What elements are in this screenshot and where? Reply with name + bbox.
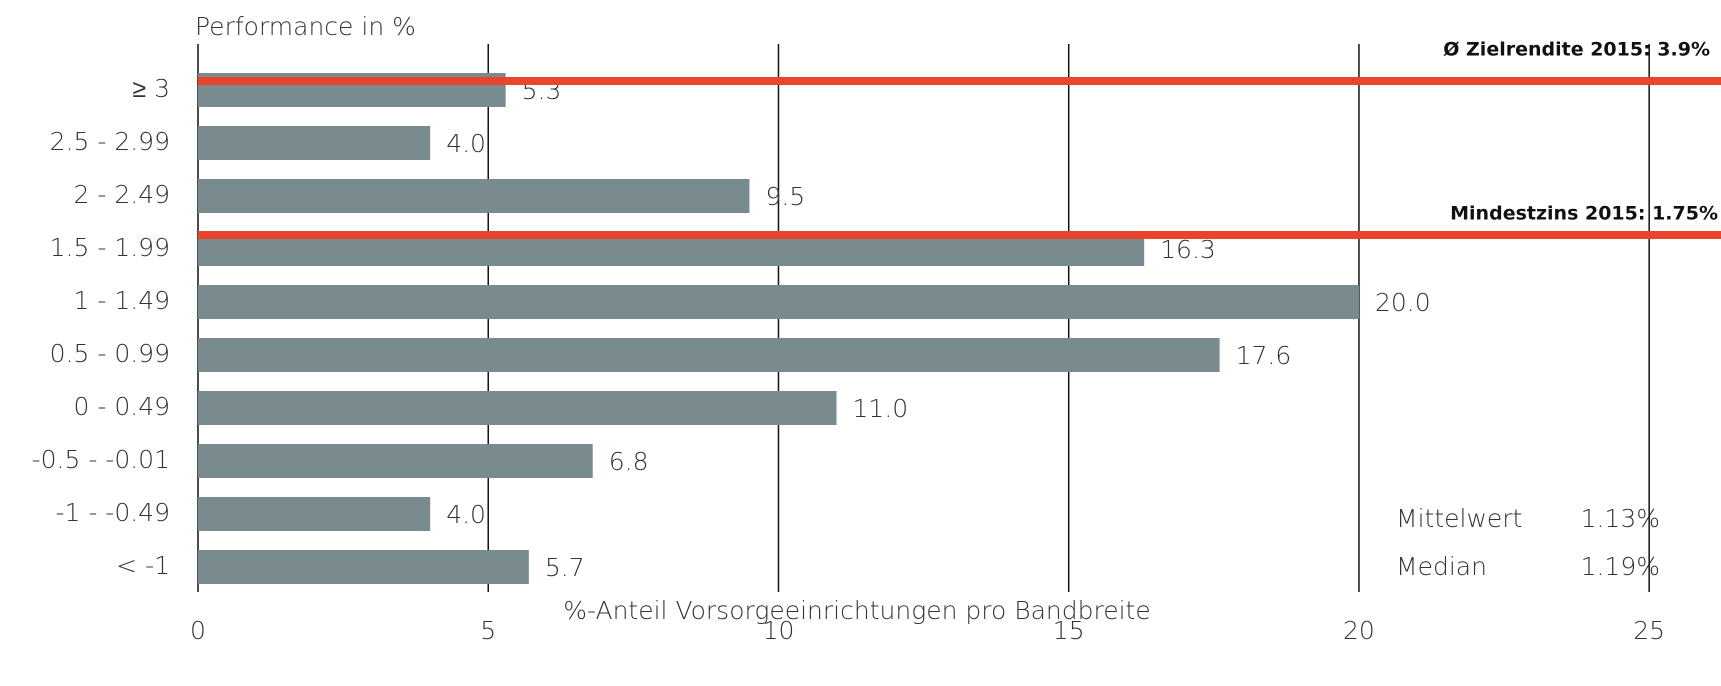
x-tick-label: 20 bbox=[1343, 616, 1375, 645]
value-label: 20.0 bbox=[1375, 288, 1431, 317]
y-tick-label: < -1 bbox=[116, 551, 170, 580]
y-tick-label: 1.5 - 1.99 bbox=[50, 233, 170, 262]
x-tick-label: 5 bbox=[480, 616, 496, 645]
value-label: 11.0 bbox=[853, 394, 909, 423]
value-label: 4.0 bbox=[446, 129, 486, 158]
y-axis-label: Performance in % bbox=[195, 12, 416, 41]
x-tick-label: 10 bbox=[763, 616, 795, 645]
bar bbox=[198, 338, 1220, 372]
median-value: 1.19% bbox=[1581, 552, 1660, 581]
y-tick-label: -1 - -0.49 bbox=[55, 498, 170, 527]
y-tick-label: -0.5 - -0.01 bbox=[32, 445, 170, 474]
value-label: 17.6 bbox=[1236, 341, 1292, 370]
value-label: 16.3 bbox=[1160, 235, 1216, 264]
mean-label: Mittelwert bbox=[1396, 504, 1522, 533]
y-tick-label: 0.5 - 0.99 bbox=[50, 339, 170, 368]
y-tick-label: 0 - 0.49 bbox=[74, 392, 170, 421]
value-label: 4.0 bbox=[446, 500, 486, 529]
y-tick-label: 1 - 1.49 bbox=[74, 286, 170, 315]
minimum-annotation: Mindestzins 2015: 1.75% bbox=[1450, 203, 1718, 225]
bar bbox=[198, 444, 593, 478]
x-axis-label: %-Anteil Vorsorgeeinrichtungen pro Bandb… bbox=[563, 596, 1150, 625]
bar bbox=[198, 126, 431, 160]
bar bbox=[198, 550, 529, 584]
value-label: 6.8 bbox=[609, 447, 649, 476]
value-label: 5.7 bbox=[545, 553, 585, 582]
x-tick-label: 25 bbox=[1633, 616, 1665, 645]
bar bbox=[198, 497, 431, 531]
x-tick-label: 15 bbox=[1053, 616, 1085, 645]
target-annotation: Ø Zielrendite 2015: 3.9% bbox=[1443, 39, 1710, 61]
y-tick-label: ≥ 3 bbox=[132, 74, 170, 103]
mean-value: 1.13% bbox=[1581, 504, 1660, 533]
y-tick-label: 2 - 2.49 bbox=[74, 180, 170, 209]
median-label: Median bbox=[1396, 552, 1487, 581]
bar bbox=[198, 285, 1359, 319]
bar bbox=[198, 391, 837, 425]
value-label: 9.5 bbox=[765, 182, 805, 211]
bar bbox=[198, 179, 750, 213]
x-tick-label: 0 bbox=[190, 616, 206, 645]
y-tick-label: 2.5 - 2.99 bbox=[50, 127, 170, 156]
